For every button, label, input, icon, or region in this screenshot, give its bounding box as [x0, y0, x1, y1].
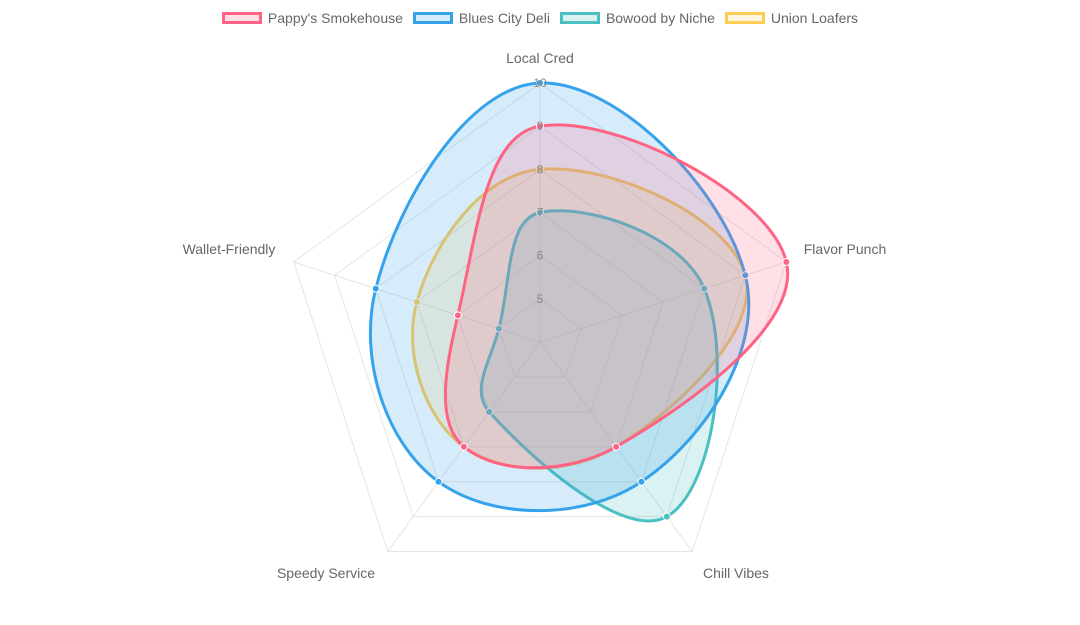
legend-label: Pappy's Smokehouse	[267, 10, 403, 26]
data-point[interactable]	[459, 442, 468, 451]
series-blues-city-deli	[368, 79, 751, 513]
axis-label: Speedy Service	[277, 565, 375, 581]
series-bowood-by-niche	[479, 208, 719, 523]
data-point[interactable]	[700, 284, 709, 293]
legend-item[interactable]: Union Loafers	[724, 10, 859, 26]
data-point[interactable]	[741, 271, 750, 280]
grid-ring	[457, 255, 623, 413]
data-point[interactable]	[536, 165, 544, 174]
data-point[interactable]	[536, 208, 544, 217]
legend-item[interactable]: Pappy's Smokehouse	[221, 10, 403, 26]
data-point[interactable]	[662, 512, 671, 521]
data-point[interactable]	[637, 477, 646, 486]
legend-label: Blues City Deli	[458, 10, 550, 26]
tick-label: 6	[537, 249, 544, 263]
grid-ring	[334, 125, 746, 518]
grid-ring	[375, 168, 705, 483]
grid-ring	[498, 298, 582, 378]
axis-label: Local Cred	[506, 50, 574, 66]
legend-swatch	[412, 12, 453, 24]
series-pappy-s-smokehouse	[443, 122, 791, 470]
tick-label: 8	[537, 162, 544, 176]
data-point[interactable]	[494, 324, 503, 333]
legend-item[interactable]: Blues City Deli	[412, 10, 550, 26]
grid-ring	[293, 82, 787, 553]
legend-swatch	[724, 12, 765, 24]
data-point[interactable]	[371, 284, 380, 293]
legend: Pappy's Smokehouse Blues City Deli Bowood …	[0, 10, 1080, 26]
data-point[interactable]	[412, 297, 421, 306]
legend-swatch	[221, 12, 262, 24]
data-point[interactable]	[485, 407, 494, 416]
data-point[interactable]	[612, 442, 621, 451]
data-point[interactable]	[782, 257, 791, 266]
tick-label: 5	[537, 292, 544, 306]
axis-label: Wallet-Friendly	[183, 241, 276, 257]
series-line	[368, 81, 751, 513]
data-point[interactable]	[536, 122, 544, 131]
tick-label: 10	[533, 76, 547, 90]
data-point[interactable]	[434, 477, 443, 486]
data-point[interactable]	[536, 79, 544, 87]
series-line	[479, 209, 719, 523]
axis-label: Chill Vibes	[703, 565, 769, 581]
legend-label: Union Loafers	[770, 10, 859, 26]
grid-ring	[416, 211, 664, 448]
series-line	[443, 123, 790, 470]
axis-label: Flavor Punch	[804, 241, 886, 257]
data-point[interactable]	[453, 311, 462, 320]
tick-label: 9	[537, 119, 544, 133]
tick-label: 7	[537, 206, 544, 220]
legend-item[interactable]: Bowood by Niche	[559, 10, 715, 26]
legend-label: Bowood by Niche	[605, 10, 715, 26]
legend-swatch	[559, 12, 600, 24]
